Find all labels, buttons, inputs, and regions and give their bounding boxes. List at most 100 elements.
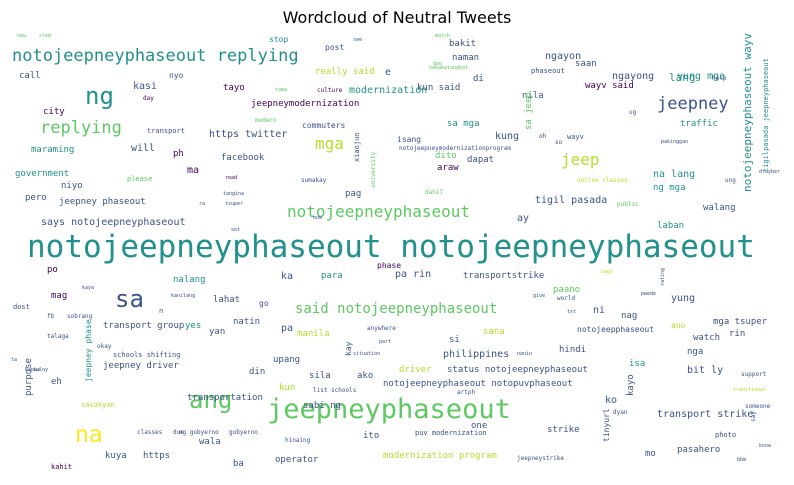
cloud-word: kung: [495, 131, 520, 142]
cloud-word: walang: [703, 203, 736, 213]
cloud-word: rating: [660, 267, 666, 286]
cloud-word: kuya: [105, 451, 127, 461]
cloud-word: replying: [40, 118, 122, 138]
cloud-word: bakit: [449, 39, 477, 49]
cloud-word: go: [259, 299, 269, 308]
cloud-word: naman: [452, 53, 480, 63]
cloud-word: online classes: [577, 177, 628, 184]
cloud-word: transport group: [103, 321, 185, 331]
cloud-word: tama: [275, 87, 288, 93]
cloud-word: list schools: [313, 387, 357, 394]
cloud-word: nakakaiungkot: [429, 65, 469, 71]
cloud-word: jeepneymodernization: [251, 99, 360, 109]
cloud-word: commuters: [302, 121, 346, 130]
cloud-word: puv modernization: [415, 429, 487, 437]
cloud-word: na: [75, 422, 103, 448]
cloud-word: kaya: [82, 285, 95, 291]
cloud-word: part: [379, 339, 392, 345]
cloud-word: mga tsuper: [713, 317, 768, 327]
cloud-word: araw: [437, 163, 459, 173]
cloud-word: pero: [25, 193, 47, 203]
cloud-word: really said: [315, 67, 375, 77]
cloud-word: kay: [344, 341, 353, 356]
cloud-word: traditional: [733, 387, 767, 393]
cloud-word: bbm: [737, 457, 747, 463]
cloud-word: ba: [233, 459, 244, 469]
cloud-word: ta: [11, 357, 18, 363]
cloud-word: facebook: [221, 153, 265, 163]
cloud-word: situation: [353, 351, 381, 357]
cloud-word: jeepneystrike: [517, 455, 564, 462]
cloud-word: https twitter: [209, 129, 288, 140]
cloud-word: university: [370, 151, 377, 188]
cloud-word: ng mga: [653, 183, 686, 193]
cloud-word: sa jeep: [524, 92, 534, 130]
cloud-word: sila: [309, 371, 331, 381]
cloud-word: nalang: [173, 275, 206, 285]
cloud-word: ngayong: [612, 71, 655, 82]
cloud-word: traffic: [680, 119, 718, 129]
cloud-word: sumakay: [301, 177, 327, 184]
cloud-word: tigil pasada: [535, 195, 608, 206]
cloud-word: laban: [657, 221, 685, 231]
cloud-word: wala: [199, 437, 221, 447]
cloud-word: nag: [621, 311, 638, 321]
cloud-word: operator: [275, 455, 319, 465]
cloud-word: dae: [433, 61, 443, 67]
cloud-word: kapwa: [25, 367, 41, 373]
cloud-word: hindi: [559, 345, 587, 355]
cloud-word: new: [17, 33, 27, 39]
cloud-word: dyan: [613, 409, 628, 416]
cloud-word: so: [555, 139, 563, 146]
cloud-word: upang: [273, 355, 301, 365]
cloud-word: maraming: [31, 145, 75, 155]
cloud-word: one: [471, 421, 488, 431]
cloud-word: artph: [457, 389, 476, 396]
cloud-word: read: [225, 175, 238, 181]
cloud-word: isang: [397, 135, 422, 144]
cloud-word: phaseout: [531, 67, 565, 75]
cloud-word: kanilang: [171, 293, 196, 299]
cloud-word: pag: [345, 189, 362, 199]
cloud-word: how: [313, 215, 323, 221]
cloud-word: culture: [317, 87, 343, 94]
cloud-word: anywhere: [367, 325, 396, 332]
cloud-word: okay: [97, 343, 112, 350]
cloud-word: tuloy: [33, 367, 49, 373]
word-cloud: notojeepneyphaseout notojeepneyphaseout …: [7, 32, 787, 472]
cloud-word: drayber: [759, 169, 781, 175]
cloud-word: notojeepphaseout: [577, 325, 655, 334]
cloud-word: din: [249, 367, 266, 377]
cloud-word: yan: [209, 327, 226, 337]
cloud-word: ph: [173, 149, 184, 159]
cloud-word: sa mga: [447, 119, 480, 129]
cloud-word: public: [617, 201, 639, 208]
cloud-word: fb: [47, 313, 55, 320]
cloud-word: post: [325, 43, 345, 52]
cloud-word: dapat: [467, 155, 495, 165]
cloud-word: kayo: [626, 374, 636, 396]
cloud-word: pwede: [641, 291, 657, 297]
cloud-word: yung mga: [677, 71, 726, 82]
cloud-word: sabi ng: [303, 401, 341, 411]
cloud-word: due: [173, 429, 184, 436]
cloud-word: modernization: [349, 85, 428, 96]
cloud-word: wayv said: [585, 81, 634, 91]
cloud-word: day: [143, 95, 154, 102]
cloud-word: kahit: [51, 463, 73, 471]
cloud-word: nanin: [517, 351, 533, 357]
cloud-word: jeep: [561, 150, 600, 169]
cloud-word: stop: [269, 35, 289, 44]
cloud-word: para: [321, 271, 343, 281]
cloud-word: please: [127, 175, 153, 183]
cloud-word: notojeepneyphaseout notojeepneyphaseout: [27, 229, 755, 265]
cloud-word: transportation: [187, 393, 263, 403]
cloud-word: philippines: [443, 349, 510, 360]
cloud-word: saan: [575, 59, 597, 69]
cloud-word: po: [47, 265, 58, 275]
cloud-word: xiaojun: [353, 132, 361, 162]
cloud-word: world: [557, 295, 576, 302]
cloud-word: natin: [233, 317, 261, 327]
cloud-word: phase: [377, 261, 402, 270]
cloud-word: isa: [629, 359, 646, 369]
